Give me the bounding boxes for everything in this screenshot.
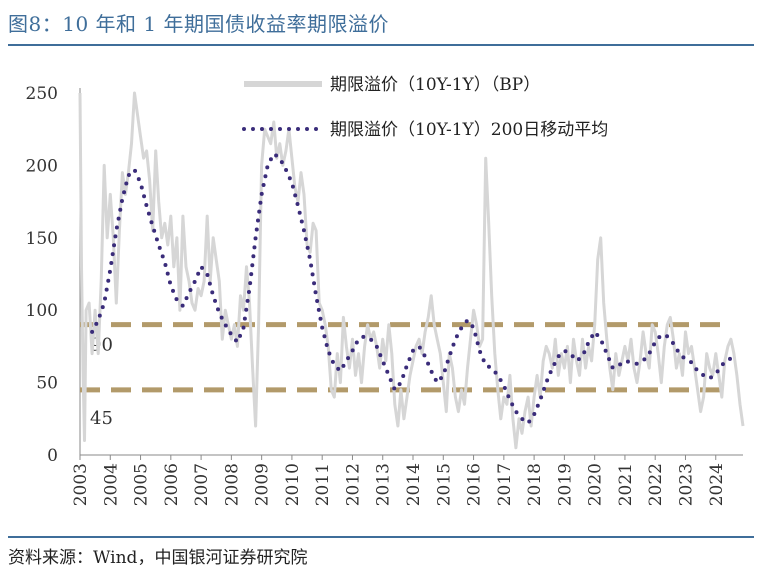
source-note: 资料来源：Wind，中国银河证券研究院	[8, 548, 308, 568]
x-tick-label: 2003	[71, 463, 91, 506]
y-tick-label: 50	[36, 374, 58, 394]
x-tick-label: 2009	[253, 463, 273, 506]
x-tick-label: 2007	[192, 463, 212, 506]
y-tick-label: 100	[26, 301, 58, 321]
y-tick-label: 0	[47, 446, 58, 466]
x-tick-label: 2018	[525, 463, 545, 506]
x-tick-label: 2004	[101, 463, 121, 506]
x-tick-label: 2011	[313, 463, 333, 506]
x-tick-label: 2010	[283, 463, 303, 506]
x-tick-label: 2005	[132, 463, 152, 506]
y-tick-label: 150	[26, 229, 58, 249]
legend-label-ma200: 期限溢价（10Y-1Y）200日移动平均	[330, 120, 608, 140]
title-rule	[8, 44, 754, 46]
x-tick-label: 2019	[555, 463, 575, 506]
x-tick-label: 2020	[586, 463, 606, 506]
series-spread	[78, 91, 745, 450]
x-tick-label: 2008	[222, 463, 242, 506]
x-tick-label: 2016	[465, 463, 485, 506]
y-tick-label: 250	[26, 84, 58, 104]
ma200-line	[90, 150, 736, 426]
x-tick-label: 2021	[616, 463, 636, 506]
legend-label-spread: 期限溢价（10Y-1Y）（BP）	[330, 75, 540, 95]
x-tick-label: 2014	[404, 463, 424, 506]
series-ma200	[90, 150, 736, 426]
x-tick-label: 2012	[343, 463, 363, 506]
x-tick-label: 2023	[676, 463, 696, 506]
x-tick-label: 2022	[646, 463, 666, 506]
spread-line	[78, 91, 745, 450]
axes: 0 50 100 150 200 250 2003 2004 2005 2006 2007 2008 2…	[26, 84, 743, 506]
x-tick-label: 2013	[374, 463, 394, 506]
figure-title: 图8：10 年和 1 年期国债收益率期限溢价	[8, 12, 389, 36]
reference-label-45: 45	[90, 408, 113, 429]
y-tick-label: 200	[26, 156, 58, 176]
x-tick-label: 2017	[495, 463, 515, 506]
x-tick-label: 2024	[707, 463, 727, 506]
legend: 期限溢价（10Y-1Y）（BP） 期限溢价（10Y-1Y）200日移动平均	[242, 75, 608, 140]
source-rule	[8, 536, 754, 538]
x-tick-label: 2015	[434, 463, 454, 506]
x-tick-label: 2006	[162, 463, 182, 506]
